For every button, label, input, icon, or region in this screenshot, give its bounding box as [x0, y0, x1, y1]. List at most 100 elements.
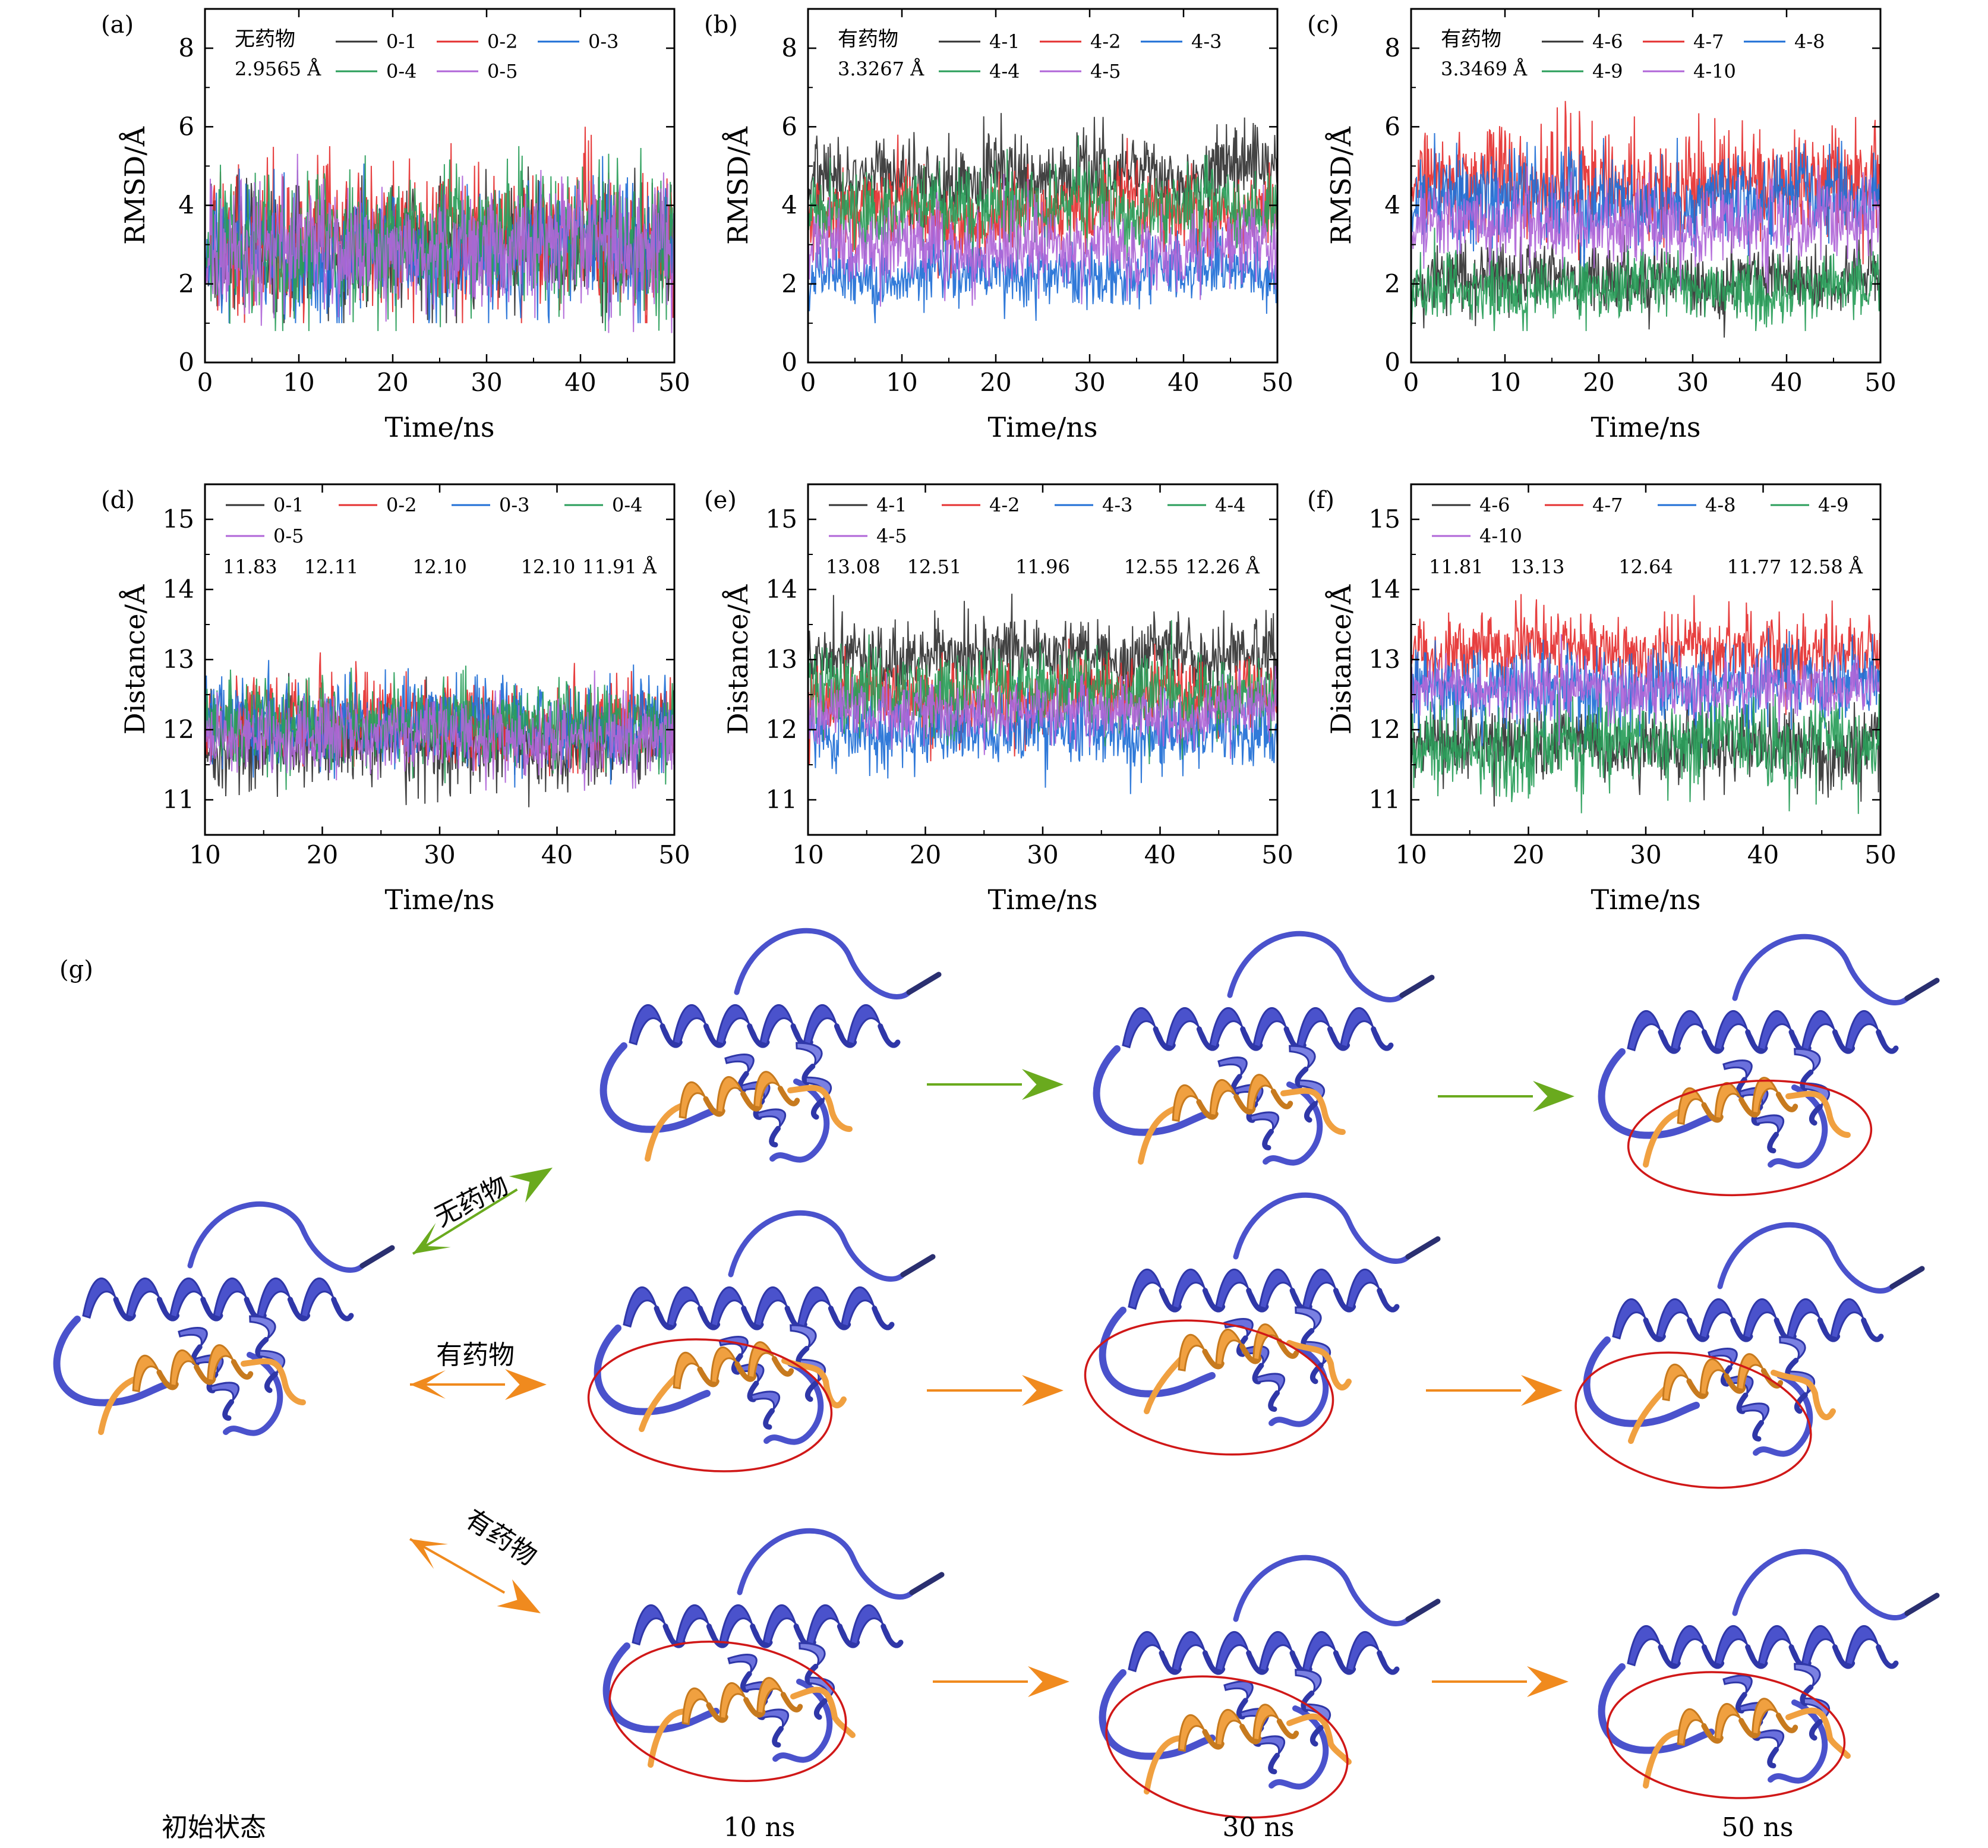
protein-loop-top [1732, 934, 1910, 1005]
y-tick-label: 12 [1369, 715, 1400, 744]
arrow-10-30-drug-1 [927, 1375, 1064, 1406]
x-axis-label: Time/ns [988, 884, 1098, 916]
protein-drug-a-50ns [1583, 1222, 1925, 1457]
arrow-30-50-no-drug [1438, 1081, 1574, 1112]
peptide-helix [1677, 1698, 1798, 1746]
arrow-30-50-drug-2 [1432, 1666, 1569, 1697]
series-line-f-4-7 [1411, 594, 1880, 715]
y-tick-label: 4 [781, 191, 797, 220]
x-tick-label: 0 [197, 368, 213, 397]
y-tick-label: 13 [1369, 645, 1400, 674]
y-tick-label: 8 [1384, 33, 1400, 62]
legend-title: 无药物 [235, 27, 295, 51]
x-tick-label: 20 [980, 368, 1011, 397]
time-label-50ns: 50 ns [1722, 1812, 1794, 1843]
protein-helix-main [1122, 1007, 1394, 1051]
legend-entry: 4-1 [989, 30, 1020, 53]
highlight-ellipse [1084, 1319, 1334, 1456]
legend-entry: 0-5 [487, 60, 518, 83]
y-axis-label: Distance/Å [721, 584, 754, 734]
y-axis-label: RMSD/Å [118, 126, 151, 245]
time-label-30ns: 30 ns [1223, 1812, 1295, 1843]
legend-entry: 4-4 [1215, 494, 1246, 516]
y-tick-label: 14 [1369, 575, 1400, 604]
series-line-e-4-5 [808, 666, 1277, 759]
legend-title: 有药物 [838, 27, 898, 51]
y-tick-label: 11 [1369, 785, 1400, 814]
legend-entry: 4-6 [1479, 494, 1510, 516]
y-tick-label: 15 [163, 504, 194, 534]
x-tick-label: 10 [189, 840, 220, 869]
protein-terminus [909, 1572, 945, 1595]
y-axis-label: Distance/Å [118, 584, 151, 734]
y-tick-label: 12 [163, 715, 194, 744]
x-tick-label: 0 [800, 368, 816, 397]
y-tick-label: 11 [766, 785, 797, 814]
mean-distance-label: 12.10 [521, 556, 576, 578]
y-axis-label: Distance/Å [1324, 584, 1357, 734]
peptide-helix [132, 1344, 254, 1393]
x-tick-label: 40 [1144, 840, 1176, 869]
protein-helix-main [1128, 1268, 1400, 1313]
legend-entry: 0-4 [612, 494, 643, 516]
arrow-10-30-drug-2 [933, 1666, 1069, 1697]
legend-entry: 4-7 [1693, 30, 1724, 53]
highlight-ellipse [1574, 1351, 1812, 1489]
legend-entry: 0-2 [386, 494, 417, 516]
legend-entry: 4-10 [1479, 525, 1522, 547]
peptide [1643, 1698, 1851, 1789]
y-tick-label: 14 [163, 575, 194, 604]
protein-loop-left [599, 1042, 717, 1133]
arrow-branch-drug-2 [409, 1538, 541, 1613]
series-line-f-4-10 [1411, 634, 1880, 746]
chart-d: 10 20 30 40 50 11 12 13 14 15 Time/ns Distance/Å (d)… [101, 483, 690, 916]
legend-entry: 0-2 [487, 30, 518, 53]
protein-loop-top [737, 1528, 915, 1600]
x-axis-label: Time/ns [1591, 884, 1701, 916]
protein-drug-b-50ns [1598, 1549, 1940, 1789]
y-tick-label: 2 [781, 269, 797, 298]
y-tick-label: 15 [766, 504, 797, 534]
protein-loop-left [1598, 1663, 1715, 1754]
mean-distance-label: 11.91 Å [582, 556, 657, 578]
legend-f: 4-6 4-7 4-8 4-9 4-10 11.81 13.13 12.64 11.77 12.5… [1429, 494, 1863, 578]
y-tick-label: 11 [163, 785, 194, 814]
protein-no-drug-30ns [1093, 931, 1435, 1166]
legend-entry: 4-3 [1102, 494, 1133, 516]
mean-distance-label: 13.08 [826, 556, 881, 578]
protein-helix-main [1627, 1010, 1899, 1054]
x-tick-label: 30 [424, 840, 455, 869]
x-tick-label: 20 [1583, 368, 1614, 397]
protein-loop-left [53, 1316, 170, 1407]
peptide [1138, 1074, 1346, 1165]
protein-loop-left [1093, 1045, 1210, 1136]
legend-entry: 4-9 [1592, 60, 1623, 83]
legend-a: 无药物 2.9565 Å 0-1 0-2 0-3 0-4 0-5 [235, 27, 619, 83]
legend-entry: 4-5 [876, 525, 907, 547]
branch-label-no-drug: 无药物 [430, 1170, 513, 1232]
y-axis-label: RMSD/Å [721, 126, 754, 245]
mean-distance-label: 12.58 Å [1788, 556, 1863, 578]
x-tick-label: 0 [1403, 368, 1419, 397]
y-tick-label: 4 [178, 191, 194, 220]
x-tick-label: 20 [1513, 840, 1544, 869]
mean-distance-label: 12.64 [1618, 556, 1673, 578]
protein-loop-bottom [769, 1078, 830, 1163]
x-tick-label: 10 [1395, 840, 1427, 869]
x-tick-label: 10 [792, 840, 823, 869]
protein-initial-state [53, 1201, 395, 1436]
peptide [98, 1344, 306, 1435]
charts-area: 0 10 20 30 40 5002468Time/nsRMSD/Å(a)无药物2.956… [101, 8, 1897, 916]
series-line-b-4-5 [808, 174, 1277, 307]
arrow-branch-drug-1 [410, 1369, 547, 1400]
x-tick-label: 40 [1167, 368, 1199, 397]
series-traces-a [205, 127, 674, 333]
y-tick-label: 13 [163, 645, 194, 674]
protein-loop-bottom [1268, 1705, 1329, 1790]
protein-loop-bottom [763, 1361, 824, 1445]
legend-entry: 4-1 [876, 494, 907, 516]
x-tick-label: 50 [1261, 368, 1293, 397]
legend-title: 有药物 [1441, 27, 1501, 51]
peptide-helix [681, 1677, 803, 1726]
legend-value: 3.3267 Å [838, 58, 924, 80]
